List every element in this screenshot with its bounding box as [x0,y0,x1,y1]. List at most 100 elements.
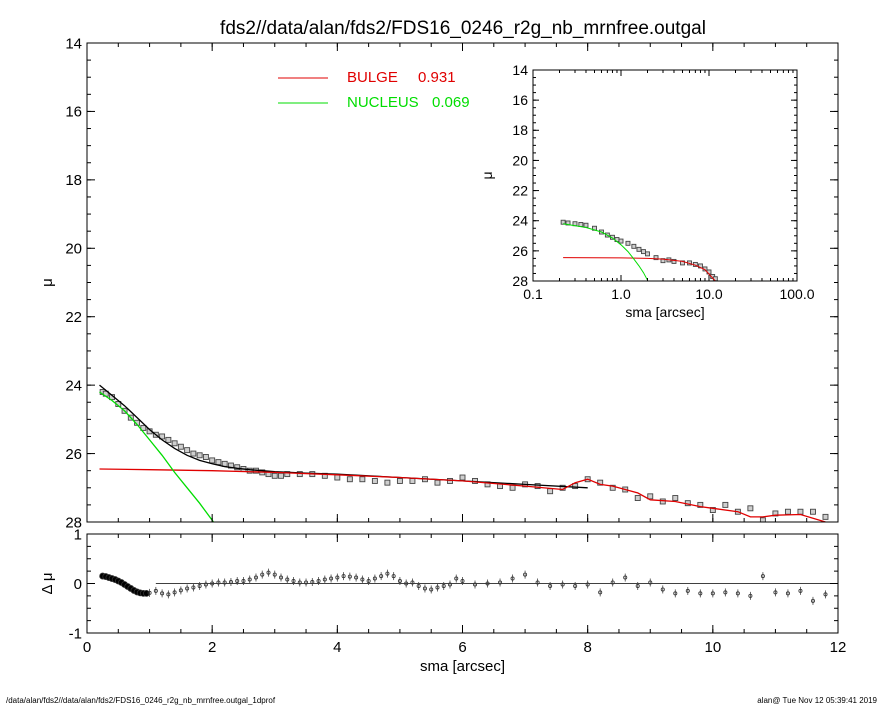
data-point [722,501,729,508]
inset-ytick-label: 16 [512,92,528,108]
residual-point [410,580,415,585]
data-point [334,474,341,481]
footer-right-label: alan@ Tue Nov 12 05:39:41 2019 [757,696,877,705]
data-point [647,493,654,500]
data-point [609,484,616,491]
data-point [578,222,584,227]
data-point [384,479,391,486]
inset-plot-area [560,219,718,281]
data-point [772,510,779,517]
residual-point [266,570,271,575]
main-plot-area [99,384,829,522]
data-point [184,447,191,454]
nucleus-model-line [99,391,215,522]
inset-xtick-label: 0.1 [523,286,543,302]
residual-point [391,574,396,579]
data-point [359,476,366,483]
resid-xtick-label: 6 [458,639,466,656]
residual-point [535,580,540,585]
residual-point [241,579,246,584]
resid-ytick-label: -1 [69,625,82,642]
main-ytick-label: 28 [65,514,82,531]
residual-point [185,586,190,591]
data-point [560,219,566,225]
legend-bulge-label: BULGE [347,69,398,86]
residual-point [485,581,490,586]
nucleus-model-line [563,223,648,281]
residual-point [422,586,427,591]
legend-nucleus-label: NUCLEUS [347,94,419,111]
residual-point [260,572,265,577]
main-ytick-label: 20 [65,241,82,258]
residual-point [773,590,778,595]
resid-x-axis-label: sma [arcsec] [420,658,505,675]
resid-y-axis-label: Δ μ [39,572,56,594]
data-point [697,501,704,508]
data-point [784,508,791,515]
residual-point [297,580,302,585]
inset-y-axis-label: μ [479,171,495,179]
residual-point [322,577,327,582]
data-point [759,517,766,522]
residual-point [178,588,183,593]
residual-point [160,591,165,596]
data-point [659,498,666,505]
residual-point [610,580,615,585]
residual-point [454,576,459,581]
data-point [509,484,516,491]
data-point [653,255,659,261]
residual-point [379,574,384,579]
resid-xtick-label: 0 [83,639,91,656]
residual-point [823,592,828,597]
residual-point [598,590,603,595]
residual-point [447,582,452,587]
main-ytick-label: 18 [65,172,82,189]
resid-xtick-label: 12 [830,639,847,656]
residual-point [372,576,377,581]
residual-point [635,583,640,588]
data-point [202,454,209,460]
data-point [165,436,172,443]
data-point [641,249,646,255]
main-ytick-label: 26 [65,446,82,463]
data-point [177,443,184,450]
inset-ytick-label: 28 [512,273,528,289]
residual-point [660,587,665,592]
residual-point [404,581,409,586]
data-point [346,476,353,483]
chart-title: fds2//data/alan/fds2/FDS16_0246_r2g_nb_m… [220,18,706,39]
residual-point [623,575,628,580]
inset-xtick-label: 1.0 [611,286,631,302]
residual-point [385,571,390,576]
residual-point [810,598,815,603]
residual-point [335,575,340,580]
residual-point [172,590,177,595]
residual-point [310,580,315,585]
residual-point [685,588,690,593]
residual-point [498,580,503,585]
residual-point [166,592,171,597]
main-ytick-label: 14 [65,35,82,52]
data-point [618,238,624,244]
data-point [271,472,278,479]
data-point [709,507,716,513]
residual-point [316,579,321,584]
residual-point [285,577,290,582]
residual-point [710,591,715,596]
residual-point [798,588,803,593]
residual-point [785,591,790,596]
data-point [171,440,178,447]
inset-xtick-label: 10.0 [695,286,722,302]
residual-point [366,579,371,584]
residual-point [216,580,221,585]
resid-ytick-label: 1 [74,526,82,543]
data-point [396,477,403,484]
main-y-axis-label: μ [39,278,56,287]
residual-point [510,576,515,581]
data-point [822,513,829,520]
residual-point [153,588,158,593]
data-point [534,483,541,490]
main-ytick-label: 16 [65,104,82,121]
inset-ytick-label: 14 [512,62,528,78]
main-ytick-label: 22 [65,309,82,326]
